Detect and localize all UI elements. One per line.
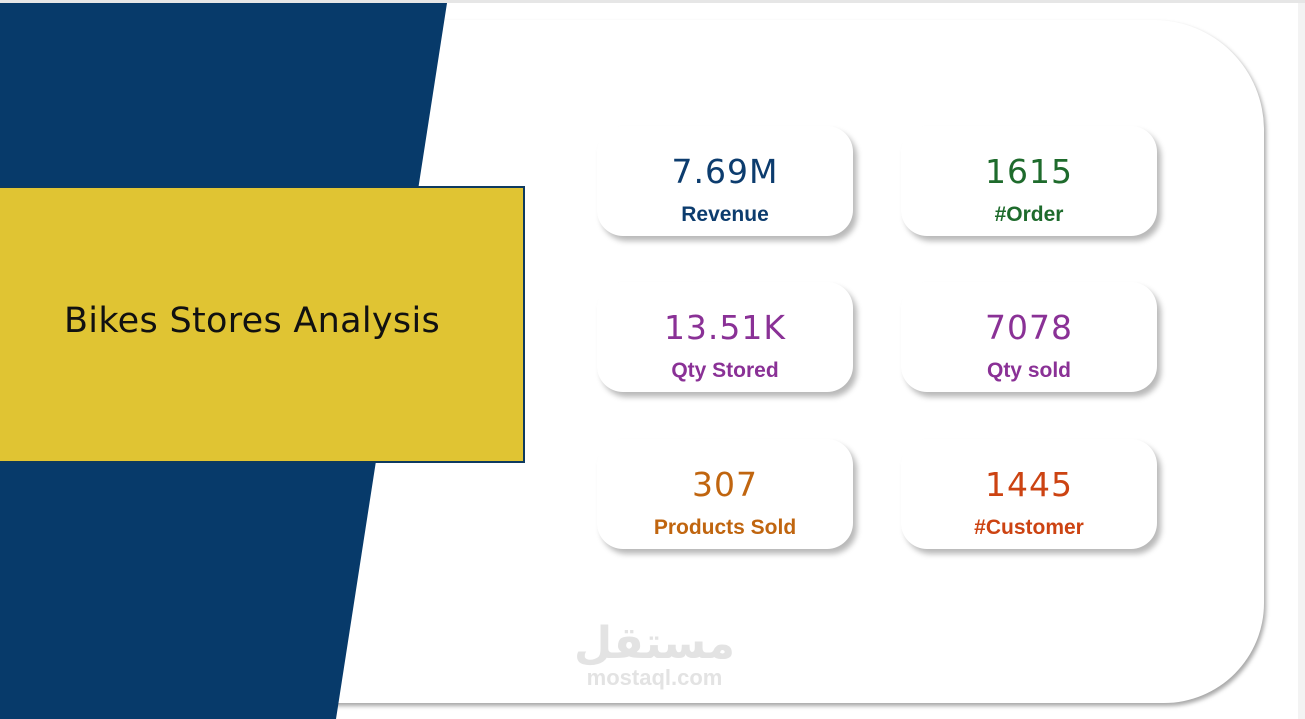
- top-strip: [0, 0, 1305, 3]
- kpi-value: 1615: [985, 152, 1073, 191]
- kpi-value: 1445: [985, 465, 1073, 504]
- watermark: مستقل mostaql.com: [572, 618, 737, 690]
- kpi-label: Products Sold: [653, 516, 797, 539]
- kpi-card-orders[interactable]: 1615 #Order: [901, 126, 1157, 236]
- kpi-label: Qty Stored: [671, 359, 779, 382]
- kpi-label: Revenue: [681, 203, 769, 226]
- right-margin: [1298, 3, 1305, 719]
- watermark-latin: mostaql.com: [586, 665, 723, 690]
- report-title: Bikes Stores Analysis: [64, 300, 441, 341]
- kpi-label: Qty sold: [986, 359, 1071, 382]
- kpi-label: #Customer: [974, 516, 1084, 539]
- kpi-card-customers[interactable]: 1445 #Customer: [901, 439, 1157, 549]
- title-banner: Bikes Stores Analysis: [0, 186, 525, 463]
- kpi-card-revenue[interactable]: 7.69M Revenue: [597, 126, 853, 236]
- kpi-card-qty-stored[interactable]: 13.51K Qty Stored: [597, 282, 853, 392]
- kpi-card-products-sold[interactable]: 307 Products Sold: [597, 439, 853, 549]
- kpi-value: 13.51K: [663, 308, 787, 347]
- kpi-value: 7078: [985, 308, 1073, 347]
- kpi-value: 307: [692, 465, 758, 504]
- kpi-label: #Order: [994, 203, 1064, 226]
- watermark-arabic: مستقل: [574, 618, 735, 669]
- kpi-value: 7.69M: [671, 152, 779, 191]
- kpi-card-qty-sold[interactable]: 7078 Qty sold: [901, 282, 1157, 392]
